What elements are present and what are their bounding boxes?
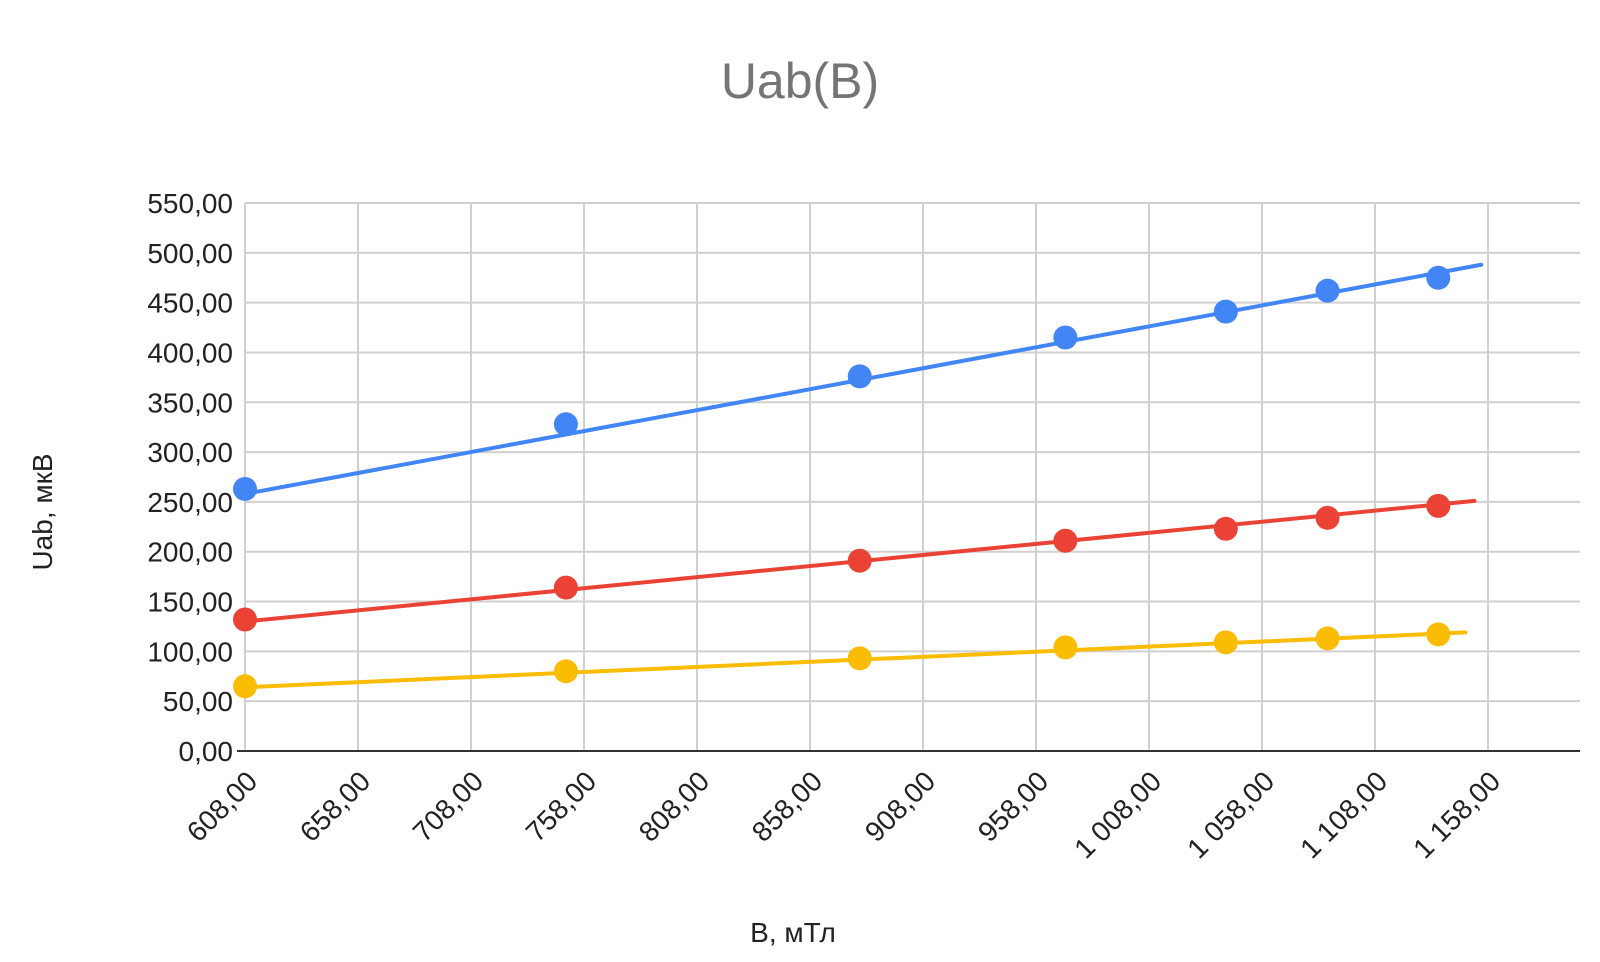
point-series-1: [1213, 299, 1238, 324]
x-tick-label: 1 158,00: [1407, 765, 1506, 864]
point-series-1: [1426, 265, 1451, 290]
point-series-3: [233, 674, 257, 699]
point-series-3: [1213, 630, 1238, 655]
x-tick-label: 658,00: [294, 765, 376, 847]
point-series-3: [1426, 622, 1451, 647]
point-series-2: [1426, 493, 1451, 518]
point-series-1: [553, 412, 578, 437]
point-series-2: [1213, 516, 1238, 541]
x-tick-label: 608,00: [181, 765, 263, 847]
y-tick-label: 450,00: [147, 288, 233, 319]
trendlines: [243, 262, 1484, 690]
y-tick-label: 550,00: [147, 188, 233, 219]
y-tick-label: 0,00: [179, 736, 234, 767]
y-axis-title: Uab, мкВ: [27, 453, 58, 570]
point-series-2: [847, 548, 872, 573]
x-tick-label: 858,00: [746, 765, 828, 847]
x-tick-label: 758,00: [520, 765, 602, 847]
point-series-2: [1053, 528, 1078, 553]
point-series-2: [1315, 505, 1340, 530]
point-series-1: [1053, 325, 1078, 350]
x-tick-label: 1 008,00: [1068, 765, 1167, 864]
y-tick-label: 300,00: [147, 437, 233, 468]
y-tick-labels: 0,00 50,00 100,00 150,00 200,00 250,00 300,00 3…: [147, 188, 233, 767]
x-tick-labels: 608,00 658,00 708,00 758,00 808,00 858,00 908,…: [181, 765, 1506, 864]
point-series-3: [1315, 626, 1340, 651]
point-series-1: [1315, 278, 1340, 303]
y-tick-label: 400,00: [147, 337, 233, 368]
data-points: [233, 265, 1451, 699]
x-tick-label: 908,00: [859, 765, 941, 847]
point-series-3: [553, 659, 578, 684]
y-tick-label: 350,00: [147, 387, 233, 418]
x-tick-label: 808,00: [633, 765, 715, 847]
y-tick-label: 100,00: [147, 636, 233, 667]
y-tick-label: 250,00: [147, 487, 233, 518]
point-series-2: [233, 607, 257, 632]
x-tick-label: 1 108,00: [1294, 765, 1393, 864]
x-tick-label: 1 058,00: [1181, 765, 1280, 864]
y-tick-label: 150,00: [147, 587, 233, 618]
x-axis-title: B, мТл: [750, 917, 836, 948]
point-series-3: [847, 646, 872, 671]
y-tick-label: 500,00: [147, 238, 233, 269]
x-tick-label: 708,00: [407, 765, 489, 847]
x-tick-label: 958,00: [972, 765, 1054, 847]
y-tick-label: 200,00: [147, 537, 233, 568]
y-tick-label: 50,00: [163, 686, 233, 717]
chart-title: Uab(B): [721, 53, 879, 109]
point-series-2: [553, 575, 578, 600]
point-series-1: [233, 476, 257, 501]
point-series-3: [1053, 635, 1078, 660]
point-series-1: [847, 364, 872, 389]
